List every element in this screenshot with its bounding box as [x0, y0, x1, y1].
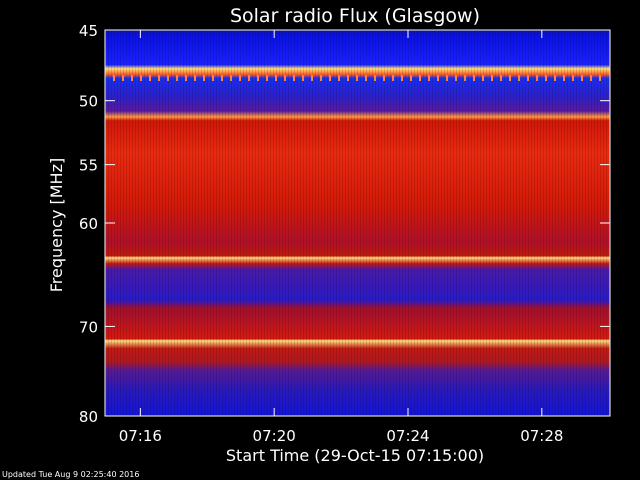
interference-dot	[275, 75, 277, 81]
interference-dot	[338, 75, 340, 81]
interference-dot	[446, 75, 448, 81]
interference-dot	[329, 75, 331, 81]
interference-dot	[122, 75, 124, 81]
interference-dot	[374, 75, 376, 81]
interference-dot	[230, 75, 232, 81]
y-tick-label: 60	[79, 215, 98, 233]
interference-dot	[554, 75, 556, 81]
interference-dot	[545, 75, 547, 81]
interference-dot	[455, 75, 457, 81]
footer-updated: Updated Tue Aug 9 02:25:40 2016	[2, 470, 139, 479]
x-axis: 07:16 07:20 07:24 07:28	[119, 30, 563, 445]
interference-dot	[212, 75, 214, 81]
interference-dot	[320, 75, 322, 81]
interference-dot	[293, 75, 295, 81]
interference-dot	[482, 75, 484, 81]
interference-dot	[239, 75, 241, 81]
interference-dot	[347, 75, 349, 81]
interference-dot	[401, 75, 403, 81]
interference-dot	[581, 75, 583, 81]
interference-dot	[383, 75, 385, 81]
interference-dot	[527, 75, 529, 81]
x-tick-label: 07:20	[253, 427, 296, 445]
y-tick-label: 50	[79, 93, 98, 111]
y-tick-label: 70	[79, 318, 98, 336]
interference-dot	[257, 75, 259, 81]
interference-dot	[140, 75, 142, 81]
y-tick-label: 55	[79, 157, 98, 175]
interference-dot	[167, 75, 169, 81]
interference-dot	[590, 75, 592, 81]
interference-dot	[311, 75, 313, 81]
interference-dot	[113, 75, 115, 81]
interference-dot	[131, 75, 133, 81]
interference-dot	[365, 75, 367, 81]
interference-dot	[536, 75, 538, 81]
interference-dot	[248, 75, 250, 81]
y-tick-label: 80	[79, 408, 98, 426]
interference-dot	[419, 75, 421, 81]
x-tick-label: 07:24	[386, 427, 429, 445]
interference-dot	[428, 75, 430, 81]
x-axis-label: Start Time (29-Oct-15 07:15:00)	[226, 446, 484, 465]
interference-dot	[149, 75, 151, 81]
interference-dot	[410, 75, 412, 81]
interference-dot	[176, 75, 178, 81]
x-tick-label: 07:28	[520, 427, 563, 445]
interference-dot	[491, 75, 493, 81]
interference-dot	[221, 75, 223, 81]
interference-dots	[113, 75, 601, 81]
interference-dot	[473, 75, 475, 81]
interference-dot	[203, 75, 205, 81]
interference-dot	[284, 75, 286, 81]
interference-dot	[572, 75, 574, 81]
spectrogram-texture	[105, 30, 610, 416]
interference-dot	[185, 75, 187, 81]
interference-dot	[500, 75, 502, 81]
interference-dot	[194, 75, 196, 81]
interference-dot	[437, 75, 439, 81]
chart-title: Solar radio Flux (Glasgow)	[230, 5, 480, 27]
interference-dot	[158, 75, 160, 81]
interference-dot	[563, 75, 565, 81]
interference-dot	[518, 75, 520, 81]
interference-dot	[464, 75, 466, 81]
interference-dot	[266, 75, 268, 81]
interference-dot	[302, 75, 304, 81]
interference-dot	[599, 75, 601, 81]
interference-dot	[392, 75, 394, 81]
x-tick-label: 07:16	[119, 427, 162, 445]
y-tick-label: 45	[79, 22, 98, 40]
y-axis-label: Frequency [MHz]	[47, 158, 66, 292]
interference-dot	[356, 75, 358, 81]
y-axis: 45 50 55 60 70 80	[79, 22, 610, 426]
interference-dot	[509, 75, 511, 81]
